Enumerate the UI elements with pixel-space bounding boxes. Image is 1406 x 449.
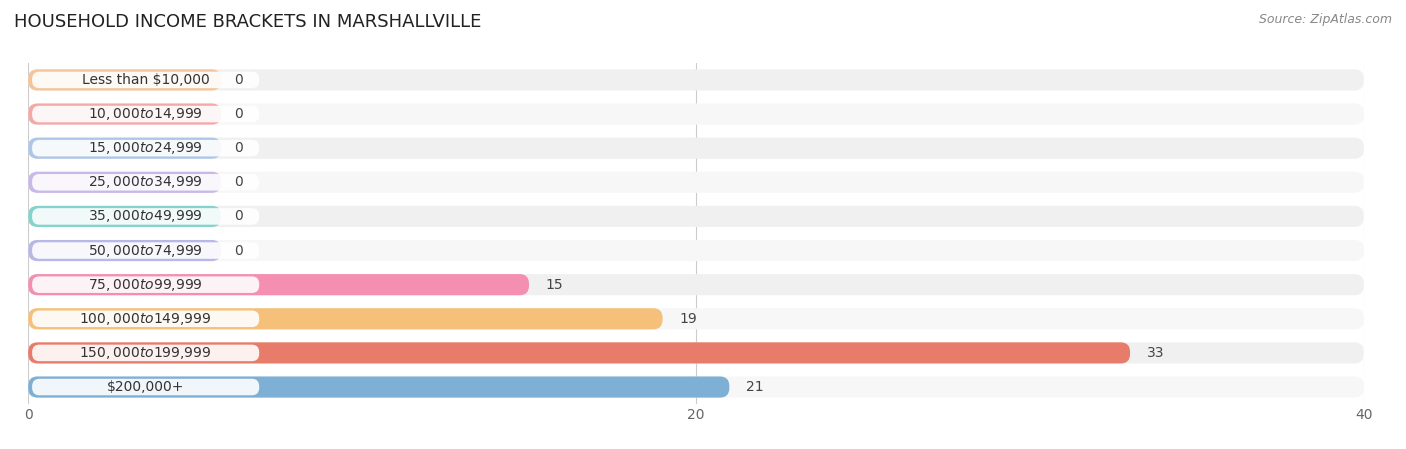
Text: 0: 0 <box>235 175 243 189</box>
Text: 0: 0 <box>235 73 243 87</box>
Text: 21: 21 <box>747 380 763 394</box>
FancyBboxPatch shape <box>28 342 1130 364</box>
FancyBboxPatch shape <box>28 240 1364 261</box>
Text: $35,000 to $49,999: $35,000 to $49,999 <box>89 208 202 224</box>
FancyBboxPatch shape <box>28 103 1364 125</box>
FancyBboxPatch shape <box>28 240 221 261</box>
FancyBboxPatch shape <box>28 342 1364 364</box>
Text: 0: 0 <box>235 141 243 155</box>
FancyBboxPatch shape <box>32 242 259 259</box>
Text: 0: 0 <box>235 209 243 224</box>
FancyBboxPatch shape <box>32 174 259 190</box>
FancyBboxPatch shape <box>28 376 1364 398</box>
Text: 15: 15 <box>546 277 564 292</box>
Text: $15,000 to $24,999: $15,000 to $24,999 <box>89 140 202 156</box>
FancyBboxPatch shape <box>28 137 1364 159</box>
FancyBboxPatch shape <box>32 72 259 88</box>
Text: 0: 0 <box>235 243 243 258</box>
FancyBboxPatch shape <box>28 206 1364 227</box>
FancyBboxPatch shape <box>28 69 1364 91</box>
Text: 0: 0 <box>235 107 243 121</box>
Text: 33: 33 <box>1147 346 1164 360</box>
FancyBboxPatch shape <box>28 274 529 295</box>
FancyBboxPatch shape <box>32 208 259 224</box>
Text: $150,000 to $199,999: $150,000 to $199,999 <box>80 345 212 361</box>
FancyBboxPatch shape <box>32 311 259 327</box>
Text: $10,000 to $14,999: $10,000 to $14,999 <box>89 106 202 122</box>
Text: HOUSEHOLD INCOME BRACKETS IN MARSHALLVILLE: HOUSEHOLD INCOME BRACKETS IN MARSHALLVIL… <box>14 13 481 31</box>
FancyBboxPatch shape <box>28 274 1364 295</box>
FancyBboxPatch shape <box>28 308 1364 330</box>
FancyBboxPatch shape <box>28 308 662 330</box>
Text: $75,000 to $99,999: $75,000 to $99,999 <box>89 277 202 293</box>
Text: Source: ZipAtlas.com: Source: ZipAtlas.com <box>1258 13 1392 26</box>
FancyBboxPatch shape <box>32 277 259 293</box>
FancyBboxPatch shape <box>32 379 259 395</box>
FancyBboxPatch shape <box>28 376 730 398</box>
Text: Less than $10,000: Less than $10,000 <box>82 73 209 87</box>
FancyBboxPatch shape <box>32 140 259 156</box>
Text: 19: 19 <box>679 312 697 326</box>
FancyBboxPatch shape <box>28 206 221 227</box>
FancyBboxPatch shape <box>32 106 259 122</box>
Text: $200,000+: $200,000+ <box>107 380 184 394</box>
FancyBboxPatch shape <box>32 345 259 361</box>
FancyBboxPatch shape <box>28 172 1364 193</box>
Text: $100,000 to $149,999: $100,000 to $149,999 <box>80 311 212 327</box>
FancyBboxPatch shape <box>28 103 221 125</box>
Text: $50,000 to $74,999: $50,000 to $74,999 <box>89 242 202 259</box>
Text: $25,000 to $34,999: $25,000 to $34,999 <box>89 174 202 190</box>
FancyBboxPatch shape <box>28 172 221 193</box>
FancyBboxPatch shape <box>28 69 221 91</box>
FancyBboxPatch shape <box>28 137 221 159</box>
